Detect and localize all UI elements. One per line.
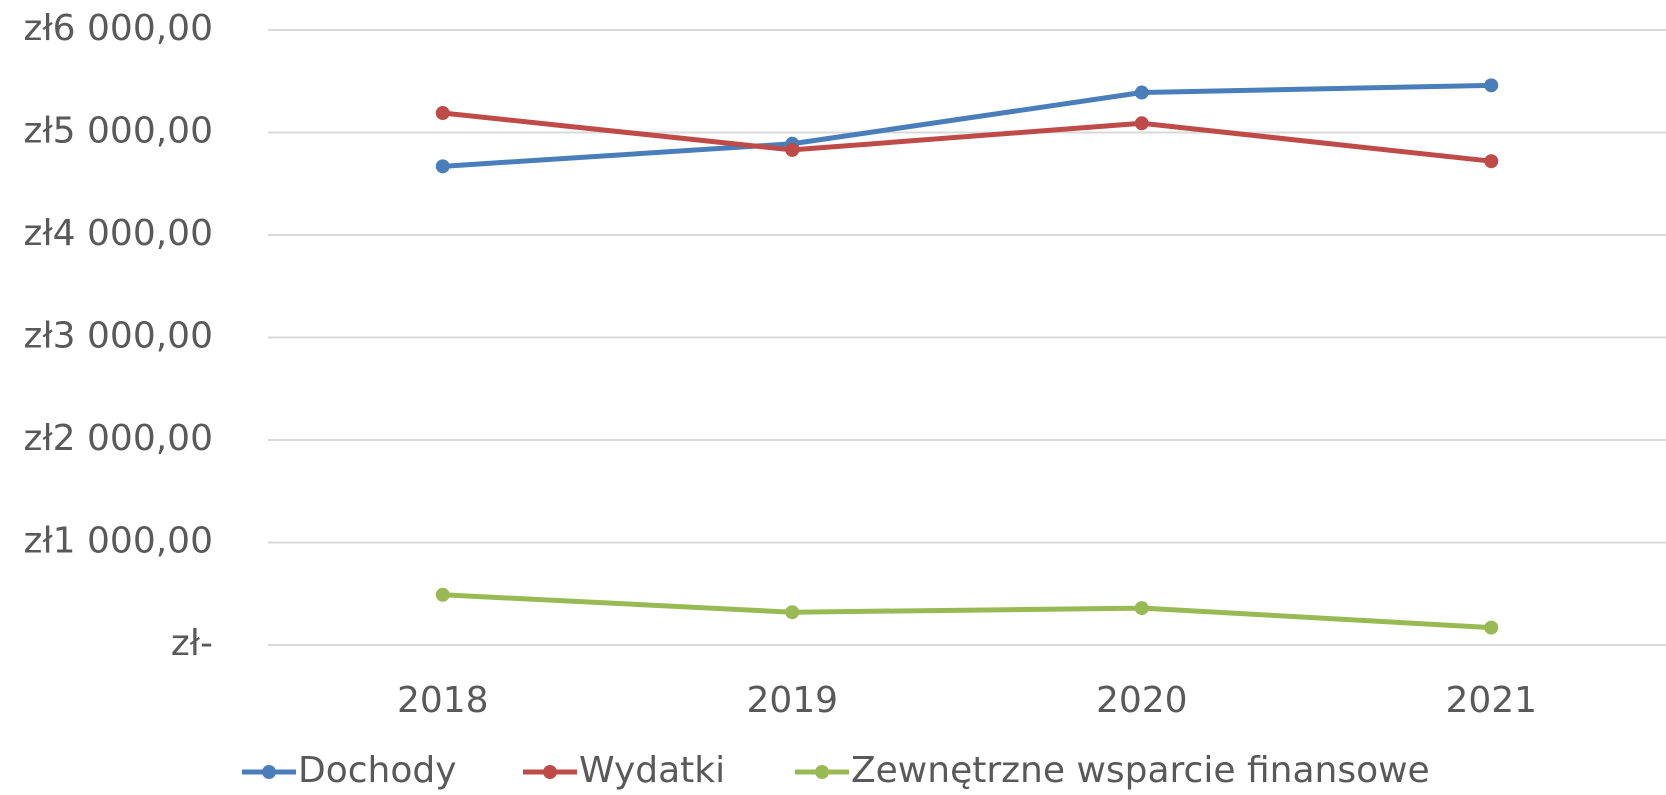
- legend-label: Dochody: [298, 750, 457, 791]
- y-tick-label: zł5 000,00: [24, 111, 213, 152]
- x-tick-label: 2019: [746, 680, 838, 721]
- y-tick-label: zł3 000,00: [24, 316, 213, 357]
- marker: [1484, 78, 1499, 93]
- y-tick-label: zł2 000,00: [24, 418, 213, 459]
- marker: [1134, 85, 1149, 100]
- marker: [1484, 154, 1499, 169]
- marker: [435, 587, 450, 602]
- legend-marker: [543, 765, 557, 779]
- marker: [785, 142, 800, 157]
- legend-label: Wydatki: [579, 750, 725, 791]
- line: [442, 82, 1492, 169]
- y-tick-label: zł-: [171, 623, 213, 664]
- marker: [1134, 116, 1149, 131]
- x-tick-label: 2021: [1445, 680, 1537, 721]
- marker: [435, 159, 450, 174]
- marker: [785, 605, 800, 620]
- y-tick-label: zł6 000,00: [24, 8, 213, 49]
- legend-label: Zewnętrzne wsparcie finansowe: [851, 750, 1430, 791]
- legend-marker: [262, 765, 276, 779]
- y-tick-label: zł1 000,00: [24, 521, 213, 562]
- x-tick-label: 2018: [397, 680, 489, 721]
- x-tick-label: 2020: [1096, 680, 1188, 721]
- line: [442, 592, 1492, 631]
- marker: [1134, 601, 1149, 616]
- legend-marker: [815, 765, 829, 779]
- y-tick-label: zł4 000,00: [24, 213, 213, 254]
- marker: [435, 106, 450, 121]
- line: [442, 110, 1492, 164]
- marker: [1484, 620, 1499, 635]
